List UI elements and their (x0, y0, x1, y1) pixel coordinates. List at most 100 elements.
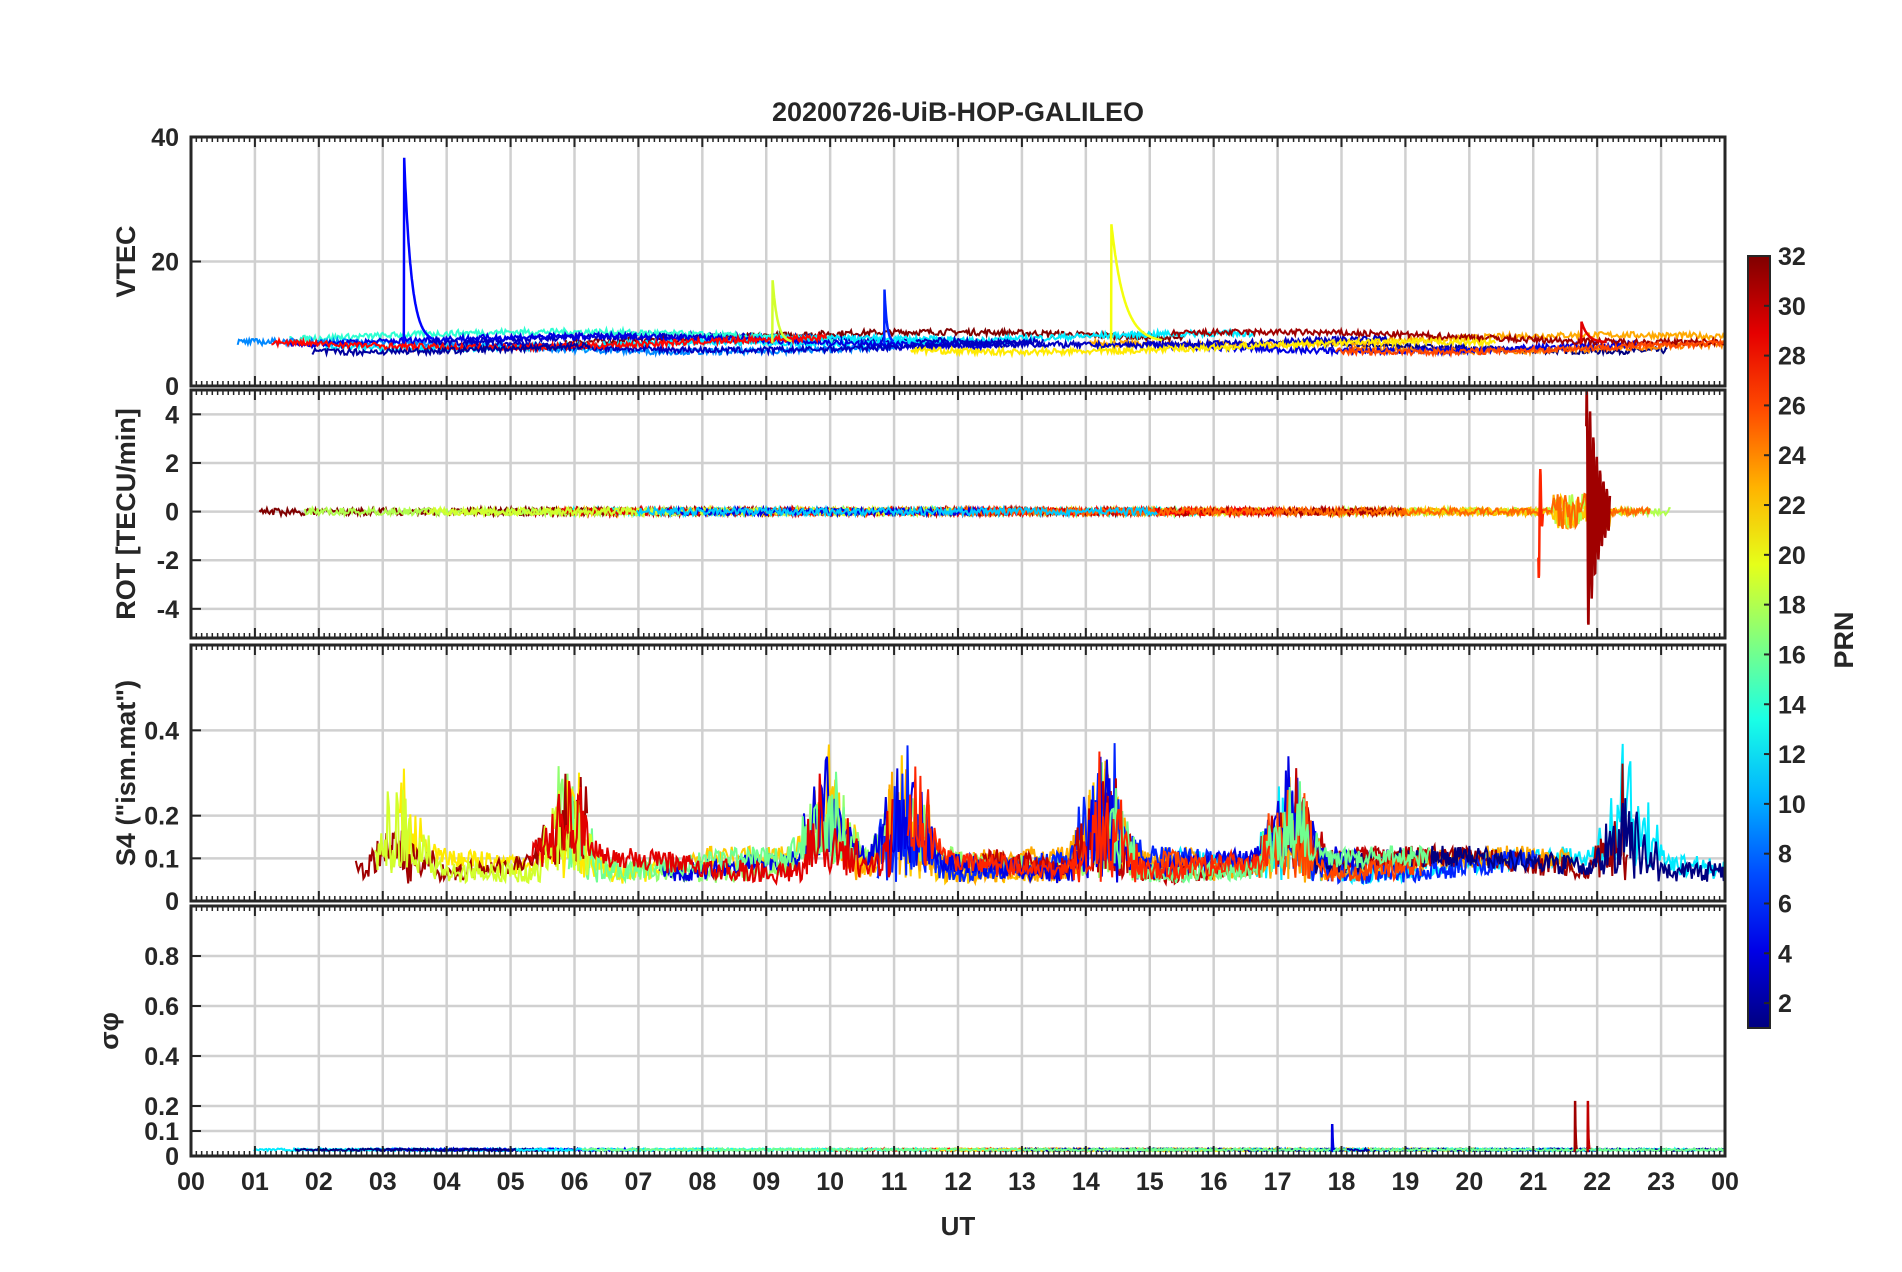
colorbar-tick-label: 4 (1778, 940, 1792, 968)
panel-frame (189, 643, 1727, 903)
x-tick-label: 10 (816, 1168, 844, 1196)
series-line (1350, 339, 1725, 358)
y-tick-label: 0.8 (144, 943, 179, 971)
spike-line (1585, 390, 1612, 625)
y-tick-label: 0.1 (144, 1118, 179, 1146)
y-axis-label: σφ (94, 1012, 124, 1050)
colorbar-tick-label: 24 (1778, 442, 1806, 470)
spike-line (771, 280, 792, 344)
x-tick-label: 12 (944, 1168, 972, 1196)
panel-frame (189, 388, 1727, 640)
x-tick-label: 18 (1328, 1168, 1356, 1196)
colorbar-tick-label: 6 (1778, 890, 1792, 918)
colorbar-label: PRN (1829, 611, 1859, 668)
colorbar-tick-label: 8 (1778, 841, 1792, 869)
panel-rot: -4 -2 0 2 4 ROT [TECU/min] (111, 388, 1727, 640)
colorbar-tick-label: 26 (1778, 392, 1806, 420)
x-tick-label: 03 (369, 1168, 397, 1196)
series-line (311, 341, 591, 358)
x-tick-label: 08 (688, 1168, 716, 1196)
y-tick-label: 0 (165, 499, 179, 527)
colorbar-tick-label: 10 (1778, 791, 1806, 819)
y-tick-label: 0.2 (144, 803, 179, 831)
colorbar-tick-label: 18 (1778, 592, 1806, 620)
series-line (910, 335, 1496, 359)
colorbar-tick-label: 28 (1778, 343, 1806, 371)
y-axis-label: VTEC (111, 225, 141, 297)
colorbar-tick-label: 16 (1778, 641, 1806, 669)
x-tick-label: 09 (752, 1168, 780, 1196)
colorbar-tick-label: 30 (1778, 293, 1806, 321)
y-axis-label: ROT [TECU/min] (111, 408, 141, 619)
y-tick-label: -4 (157, 596, 179, 624)
x-tick-label: 21 (1519, 1168, 1547, 1196)
x-tick-label: 00 (1711, 1168, 1739, 1196)
series-line (1106, 1146, 1348, 1153)
series-line (288, 330, 992, 353)
x-tick-label: 02 (305, 1168, 333, 1196)
colorbar-tick-label: 22 (1778, 492, 1806, 520)
series-line (635, 504, 1158, 519)
colorbar-tick-label: 32 (1778, 243, 1806, 271)
spike-line (1537, 468, 1545, 579)
x-tick-label: 13 (1008, 1168, 1036, 1196)
series-line (294, 1146, 548, 1153)
panel-frame (189, 904, 1727, 1158)
series-line (528, 773, 894, 886)
y-tick-label: 0.4 (144, 1043, 179, 1071)
colorbar-frame (1747, 255, 1771, 1029)
y-tick-label: 2 (165, 450, 179, 478)
x-axis-label: UT (941, 1211, 976, 1241)
x-tick-label: 19 (1392, 1168, 1420, 1196)
spike-line (1109, 224, 1163, 344)
colorbar-tick-label: 20 (1778, 542, 1806, 570)
panel-sigma: 00.10.2 0.4 0.6 0.8 σφ (94, 904, 1727, 1171)
colorbar-tick-label: 12 (1778, 741, 1806, 769)
x-tick-label: 15 (1136, 1168, 1164, 1196)
panel-vtec: 0 20 40 VTEC (111, 124, 1727, 401)
y-tick-label: 0 (165, 373, 179, 401)
spike-line (1573, 1100, 1578, 1153)
colorbar-tick-label: 2 (1778, 990, 1792, 1018)
x-tick-label: 01 (241, 1168, 269, 1196)
colorbar-gradient (1748, 256, 1770, 1028)
x-tick-label: 05 (497, 1168, 525, 1196)
x-tick-label: 17 (1264, 1168, 1292, 1196)
spike-line (1586, 1100, 1591, 1153)
spike-line (882, 289, 895, 344)
x-tick-label: 23 (1647, 1168, 1675, 1196)
x-axis: 00 01 02 03 04 05 06 07 08 09 10 11 12 13 14 15 16 17 18 19… (177, 1168, 1739, 1196)
y-axis-label: S4 ("ism.mat") (111, 680, 141, 866)
series-line (1369, 1146, 1725, 1153)
x-tick-label: 14 (1072, 1168, 1100, 1196)
x-tick-label: 11 (881, 1168, 908, 1196)
x-tick-label: 16 (1200, 1168, 1228, 1196)
spike-line (402, 157, 434, 344)
series-line (567, 771, 853, 885)
chart-title: 20200726-UiB-HOP-GALILEO (772, 97, 1144, 127)
y-tick-label: 40 (151, 124, 179, 152)
y-tick-label: 0 (165, 888, 179, 916)
panel-frame (189, 135, 1727, 388)
prn-series (258, 390, 1671, 625)
x-tick-label: 20 (1455, 1168, 1483, 1196)
y-tick-label: 0.4 (144, 717, 179, 745)
panel-s4: 0 0.1 0.2 0.4S4 ("ism.mat") (111, 643, 1727, 916)
x-tick-label: 07 (625, 1168, 653, 1196)
y-tick-label: 4 (165, 401, 179, 429)
series-line (906, 751, 1271, 883)
y-tick-label: -2 (157, 547, 179, 575)
y-tick-label: 0.1 (144, 845, 179, 873)
prn-series (253, 1100, 1725, 1154)
series-line (397, 768, 661, 884)
y-tick-label: 0.2 (144, 1093, 179, 1121)
series-line (1334, 337, 1725, 359)
spike-line (1330, 1123, 1335, 1153)
y-tick-label: 0.6 (144, 993, 179, 1021)
prn-series (354, 743, 1725, 887)
series-line (939, 492, 1651, 531)
prn-series (236, 157, 1725, 359)
